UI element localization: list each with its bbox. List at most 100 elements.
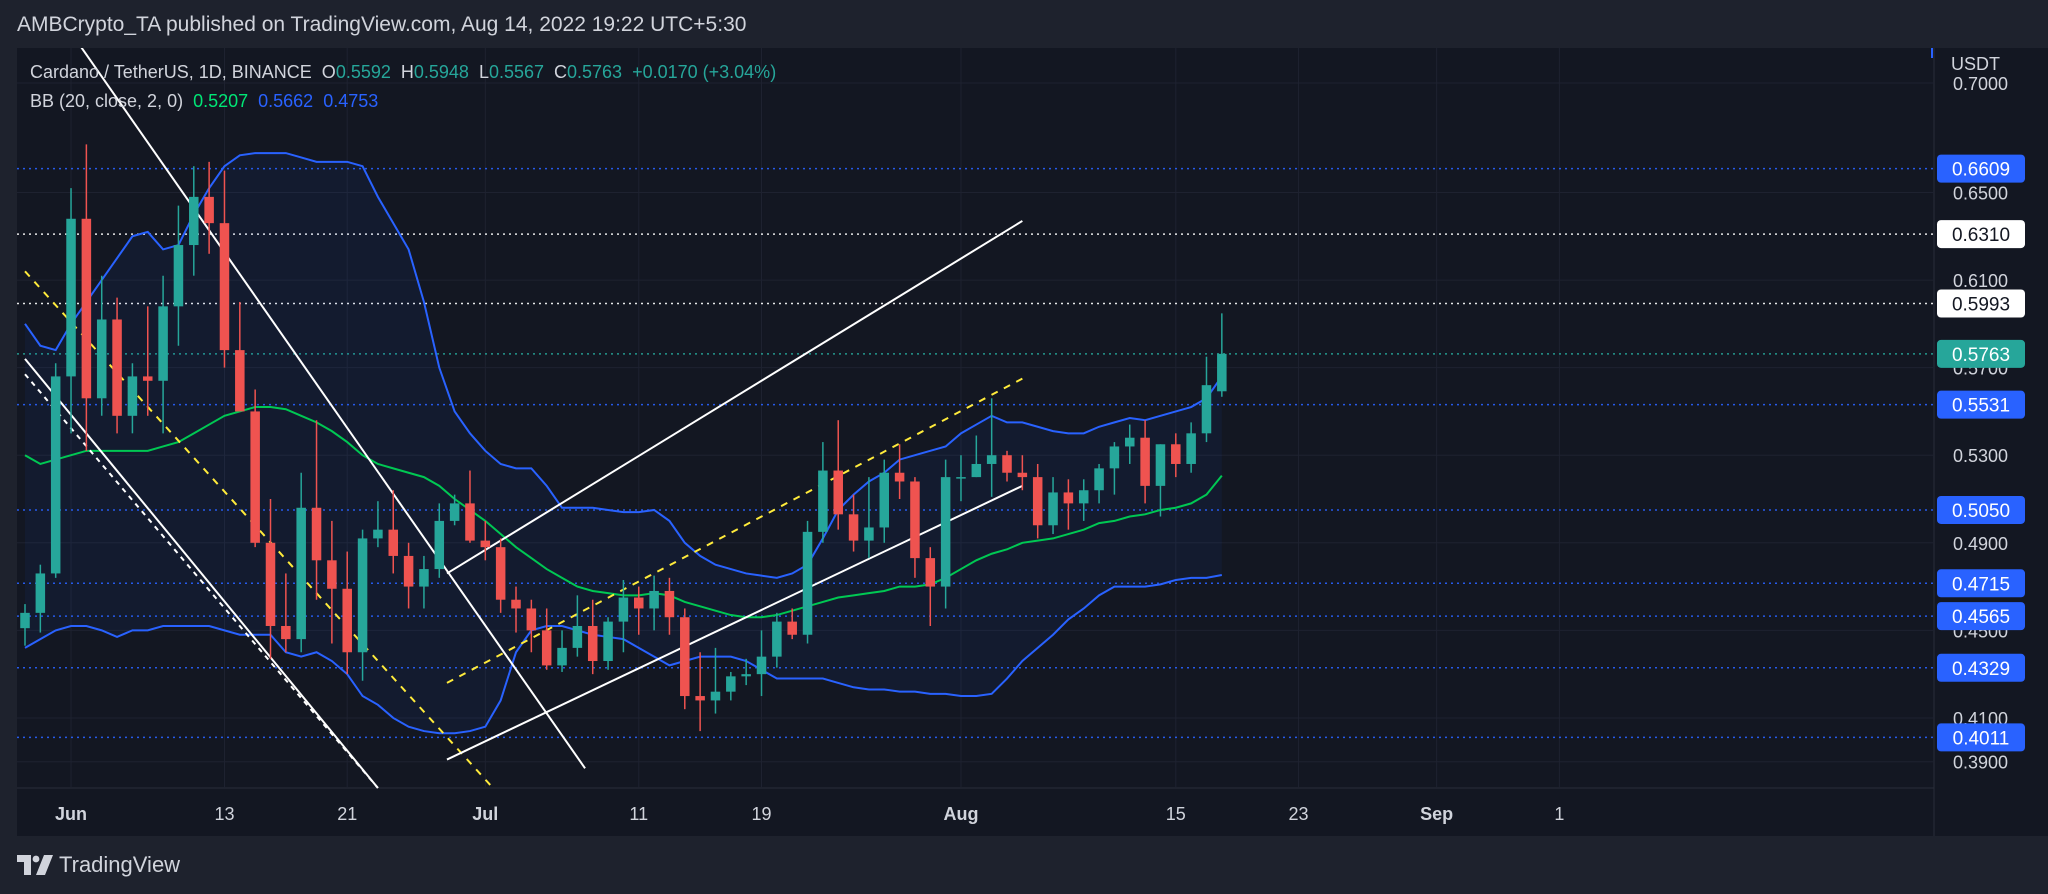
candle-body — [235, 350, 245, 412]
bb-fill — [25, 153, 1222, 734]
candle-body — [557, 647, 567, 666]
price-tick-label: 0.6100 — [1953, 271, 2008, 291]
price-level-label: 0.5993 — [1952, 294, 2010, 315]
time-tick-label: Jun — [55, 804, 87, 824]
quote-currency: USDT — [1951, 54, 2000, 74]
legend-close: 0.5763 — [567, 62, 622, 82]
candle-body — [1063, 492, 1074, 504]
candle-body — [158, 306, 168, 381]
time-axis-panel[interactable] — [17, 788, 1934, 836]
price-tick-label: 0.6500 — [1953, 183, 2008, 203]
candle-body — [879, 472, 890, 528]
bb-basis-value: 0.5207 — [193, 91, 248, 111]
candle-body — [1217, 353, 1227, 392]
candle-body — [1155, 444, 1166, 486]
candle-body — [1201, 385, 1212, 434]
price-level-badge — [1937, 390, 2025, 419]
trendline-solid-white — [24, 358, 379, 789]
tradingview-logo-icon — [17, 855, 53, 875]
price-tick-label: 0.3900 — [1953, 753, 2008, 773]
candle-body — [419, 569, 429, 587]
candle-body — [848, 514, 859, 541]
candle-body — [649, 590, 659, 609]
bb-upper-line — [24, 152, 1223, 579]
price-chart[interactable]: 0.70000.65000.61000.57000.53000.49000.45… — [17, 48, 2048, 836]
candle-body — [434, 520, 445, 570]
candle-body — [281, 625, 291, 640]
brand-text: TradingView — [59, 852, 181, 877]
candle-body — [219, 223, 230, 351]
price-level-label: 0.4565 — [1952, 607, 2010, 628]
candle-body — [756, 656, 767, 675]
price-tick-label: 0.4900 — [1953, 534, 2008, 554]
candle-body — [20, 612, 30, 629]
legend-open-label: O — [322, 62, 336, 82]
candle-body — [142, 376, 153, 381]
price-level-label: 0.5763 — [1952, 345, 2010, 366]
candle-body — [864, 527, 874, 541]
candle-body — [710, 691, 721, 701]
candle-body — [1078, 490, 1089, 504]
candle-body — [465, 503, 475, 541]
candle-body — [986, 455, 997, 464]
candle-body — [81, 218, 92, 399]
candle-body — [66, 218, 76, 377]
candle-body — [296, 507, 306, 640]
candle-body — [1109, 446, 1120, 469]
bb-indicator-name: BB (20, close, 2, 0) — [30, 91, 183, 111]
candle-body — [173, 245, 184, 307]
candle-body — [925, 558, 936, 587]
candle-body — [634, 597, 644, 609]
candle-body — [265, 542, 276, 626]
candle-body — [1186, 433, 1196, 464]
time-tick-label: 11 — [629, 804, 648, 824]
candle-body — [388, 529, 399, 556]
legend-open: 0.5592 — [336, 62, 391, 82]
candle-body — [511, 599, 521, 609]
candle-body — [127, 376, 138, 416]
time-tick-label: Jul — [472, 804, 498, 824]
candle-body — [956, 477, 966, 479]
time-axis-ticks: Jun 13 21 Jul 11 19 Aug 15 23 Sep 1 — [55, 804, 1564, 824]
candle-body — [695, 696, 705, 701]
candle-body — [189, 196, 199, 246]
candle-body — [311, 507, 322, 561]
legend-change: +0.0170 (+3.04%) — [632, 62, 776, 82]
price-level-label: 0.5050 — [1952, 501, 2010, 522]
time-tick-label: 15 — [1166, 804, 1186, 824]
candle-body — [1048, 492, 1058, 526]
candles — [20, 144, 1227, 732]
legend-low-label: L — [479, 62, 489, 82]
bb-lower-value: 0.4753 — [323, 91, 378, 111]
time-tick-label: 21 — [337, 804, 357, 824]
legend-low: 0.5567 — [489, 62, 544, 82]
candle-body — [1002, 455, 1012, 473]
publisher-text: AMBCrypto_TA published on TradingView.co… — [17, 13, 747, 36]
candle-body — [1140, 437, 1150, 486]
legend-close-label: C — [554, 62, 567, 82]
candle-body — [403, 555, 414, 587]
price-level-badge — [1937, 495, 2025, 524]
candle-body — [50, 376, 61, 574]
price-level-label: 0.6609 — [1952, 160, 2010, 181]
candle-body — [572, 625, 583, 648]
candle-body — [894, 472, 905, 482]
time-tick-label: 23 — [1289, 804, 1309, 824]
candle-body — [664, 590, 675, 618]
candle-body — [541, 630, 552, 666]
candle-body — [526, 608, 537, 631]
tradingview-footer[interactable]: TradingView — [17, 848, 180, 882]
candle-body — [618, 597, 629, 622]
time-tick-label: 1 — [1554, 804, 1564, 824]
candle-body — [480, 540, 491, 548]
trendline-solid-white — [446, 484, 1023, 761]
price-level-label: 0.6310 — [1952, 225, 2010, 246]
price-level-badge — [1937, 723, 2025, 752]
price-level-badge — [1937, 289, 2025, 318]
candle-body — [250, 411, 260, 543]
price-level-labels: 0.6609 0.6310 0.5993 0.5763 0.5531 0.5050 0.47… — [1937, 154, 2025, 752]
price-level-label: 0.4011 — [1953, 728, 2010, 749]
candle-body — [971, 463, 982, 478]
price-level-badge — [1937, 602, 2025, 631]
